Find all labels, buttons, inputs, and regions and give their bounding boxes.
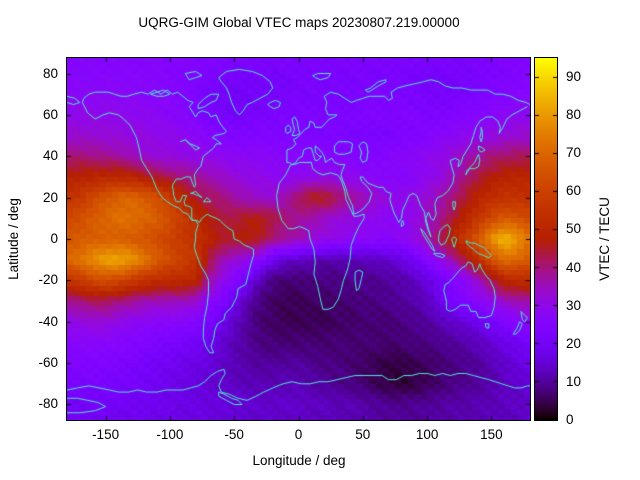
y-tick-label: -60 <box>38 355 58 371</box>
x-tick-label: -50 <box>224 427 244 442</box>
x-axis-label: Longitude / deg <box>252 453 346 468</box>
y-tick-label: 60 <box>42 106 58 122</box>
x-tick-label: 0 <box>294 427 303 442</box>
colorbar-tick-label: 30 <box>566 297 582 313</box>
x-tick-label: 100 <box>415 427 439 442</box>
colorbar-tick-label: 40 <box>566 259 582 275</box>
colorbar-tick-label: 90 <box>566 69 582 85</box>
y-tick-label: 20 <box>42 189 58 205</box>
colorbar-tick-label: 50 <box>566 221 582 237</box>
x-tick-label: -100 <box>156 427 184 442</box>
y-tick-label: 0 <box>50 231 58 246</box>
colorbar-tick-label: 0 <box>566 412 574 427</box>
colorbar-tick-label: 10 <box>566 373 582 389</box>
y-tick-label: 80 <box>42 65 58 81</box>
y-tick-label: 40 <box>42 148 58 164</box>
x-tick-label: 50 <box>355 427 371 442</box>
colorbar-canvas <box>535 58 557 420</box>
x-tick-label: -150 <box>92 427 120 442</box>
colorbar-tick-label: 20 <box>566 335 582 351</box>
colorbar-tick-label: 70 <box>566 145 582 161</box>
y-tick-label: -20 <box>38 272 58 288</box>
vtec-map-canvas <box>67 58 530 420</box>
plot-title: UQRG-GIM Global VTEC maps 20230807.219.0… <box>138 15 460 30</box>
colorbar-tick-label: 80 <box>566 107 582 123</box>
y-tick-label: -80 <box>38 396 58 412</box>
map-plot-area <box>66 57 531 421</box>
colorbar-tick-label: 60 <box>566 183 582 199</box>
y-tick-label: -40 <box>38 313 58 329</box>
colorbar <box>534 57 558 421</box>
x-tick-label: 150 <box>480 427 503 442</box>
